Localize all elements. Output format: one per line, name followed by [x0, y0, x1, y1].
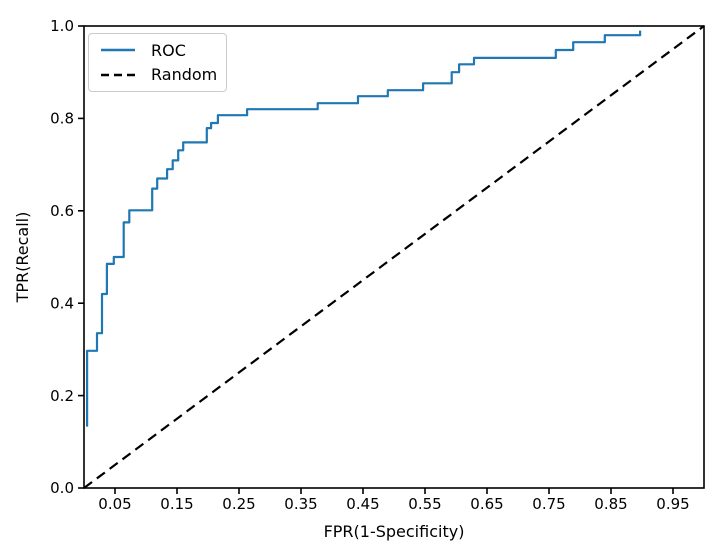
x-tick-label: 0.45	[346, 495, 379, 513]
x-tick-label: 0.25	[222, 495, 255, 513]
legend-item-random: Random	[100, 63, 218, 87]
x-tick-label: 0.15	[160, 495, 193, 513]
x-axis-label: FPR(1-Specificity)	[323, 522, 465, 541]
legend-label-random: Random	[151, 65, 218, 85]
x-tick-label: 0.85	[594, 495, 627, 513]
roc-line-sample-icon	[101, 48, 135, 52]
x-tick-label: 0.95	[656, 495, 689, 513]
random-baseline	[83, 25, 705, 489]
legend: ROC Random	[88, 33, 227, 92]
roc-curve	[86, 30, 642, 427]
x-tick-label: 0.65	[470, 495, 503, 513]
x-tick-label: 0.75	[532, 495, 565, 513]
axes-frame	[83, 25, 705, 489]
y-axis-label: TPR(Recall)	[13, 211, 32, 303]
y-tick-label: 0.8	[50, 110, 74, 128]
x-tick-label: 0.05	[98, 495, 131, 513]
x-tick-label: 0.35	[284, 495, 317, 513]
x-tick-label: 0.55	[408, 495, 441, 513]
y-tick-label: 0.4	[50, 294, 74, 312]
random-line-sample-icon	[101, 73, 135, 77]
y-tick-label: 0.2	[50, 387, 74, 405]
legend-label-roc: ROC	[151, 40, 186, 60]
legend-item-roc: ROC	[100, 38, 218, 62]
y-tick-label: 1.0	[50, 17, 74, 35]
y-tick-label: 0.0	[50, 479, 74, 497]
y-tick-label: 0.6	[50, 202, 74, 220]
